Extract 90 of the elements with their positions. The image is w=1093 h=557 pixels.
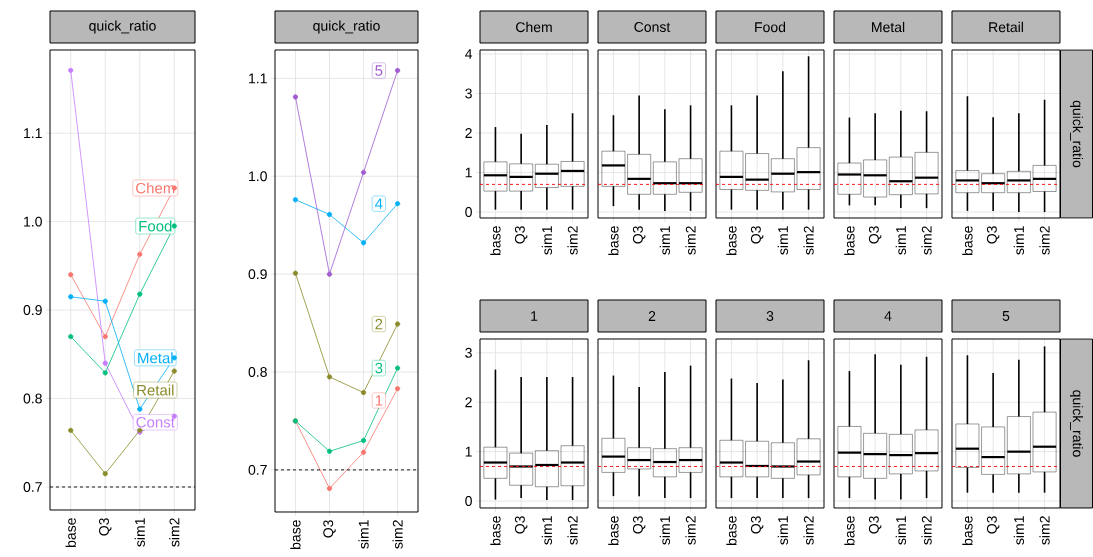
x-tick-label: base (65, 518, 76, 547)
x-tick-label: sim1 (777, 226, 788, 255)
x-tick-label: Q3 (868, 516, 882, 534)
x-tick-label: Q3 (323, 520, 336, 538)
x-tick-label: sim1 (541, 226, 553, 255)
x-tick-label: Q3 (632, 226, 646, 244)
y2-axis-title: quick_ratio (1069, 390, 1084, 457)
x-tick-label: sim1 (1013, 226, 1024, 255)
y-tick-label: 1.1 (24, 128, 42, 138)
y-tick-label: 0.9 (23, 305, 42, 316)
y-tick-label: 3 (465, 347, 472, 358)
x-tick-label: Q3 (514, 516, 528, 534)
y-tick-label: 2 (465, 128, 472, 138)
x-tick-label: sim2 (803, 516, 814, 545)
series-label: 5 (375, 65, 383, 76)
y-tick-label: 3 (465, 88, 472, 99)
x-tick-label: sim1 (134, 518, 145, 547)
x-tick-label: sim2 (567, 226, 578, 255)
chart-title: Metal (872, 21, 905, 33)
x-tick-label: sim2 (685, 226, 696, 255)
x-tick-label: sim1 (777, 516, 788, 545)
y-tick-label: 1 (465, 446, 472, 457)
x-tick-label: base (608, 226, 619, 255)
x-tick-label: Q3 (750, 226, 764, 244)
x-tick-label: sim2 (1039, 516, 1050, 545)
x-tick-label: sim1 (659, 226, 671, 255)
x-tick-label: base (844, 516, 855, 545)
x-tick-label: sim1 (895, 516, 906, 545)
chart-title: Chem (516, 21, 552, 33)
x-tick-label: Q3 (514, 226, 528, 244)
chart-title: 1 (531, 311, 538, 321)
x-tick-label: sim1 (541, 516, 553, 545)
series-label: 3 (375, 362, 383, 374)
legend-label: Metal (138, 352, 173, 364)
y-tick-label: 1.0 (24, 216, 42, 227)
chart-title: Food (755, 21, 786, 33)
y2-axis-title: quick_ratio (1069, 100, 1084, 168)
series-label: 2 (375, 318, 383, 330)
y-tick-label: 0.8 (23, 393, 42, 404)
y-tick-label: 1.1 (249, 73, 267, 84)
y-tick-label: 0 (465, 496, 472, 507)
legend-label: Food (139, 220, 172, 232)
x-tick-label: Q3 (632, 516, 646, 534)
x-tick-label: sim1 (358, 520, 369, 549)
chart-title: quick_ratio (313, 20, 380, 34)
x-tick-label: sim2 (1039, 226, 1050, 255)
x-tick-label: Q3 (986, 516, 1000, 534)
y-tick-label: 0 (465, 207, 472, 218)
series-label: 4 (375, 198, 383, 209)
y-tick-label: 0.8 (248, 367, 267, 377)
x-tick-label: Q3 (99, 518, 112, 536)
x-tick-label: base (490, 226, 501, 255)
x-tick-label: base (608, 516, 619, 545)
series-label: 1 (375, 395, 383, 406)
chart-title: quick_ratio (89, 20, 156, 34)
chart-title: 4 (884, 311, 892, 321)
y-tick-label: 0.7 (23, 482, 42, 492)
legend-label: Retail (137, 384, 174, 396)
y-tick-label: 1.0 (249, 171, 267, 182)
y-tick-label: 1 (465, 167, 472, 178)
x-tick-label: base (726, 516, 737, 545)
chart-title: Const (634, 22, 671, 32)
x-tick-label: sim1 (659, 516, 671, 545)
x-tick-label: base (844, 226, 855, 255)
y-tick-label: 0.9 (248, 269, 267, 280)
x-tick-label: sim2 (803, 226, 814, 255)
x-tick-label: base (962, 516, 973, 545)
y-tick-label: 4 (465, 49, 473, 59)
x-tick-label: base (290, 520, 301, 549)
x-tick-label: Q3 (986, 226, 1000, 244)
chart-title: 2 (648, 311, 656, 321)
x-tick-label: sim2 (169, 518, 180, 547)
x-tick-label: sim2 (921, 226, 932, 255)
x-tick-label: Q3 (750, 516, 764, 534)
x-tick-label: base (490, 516, 501, 545)
legend-label: Const (136, 416, 175, 428)
x-tick-label: sim1 (895, 226, 906, 255)
x-tick-label: sim2 (685, 516, 696, 545)
y-tick-label: 0.7 (248, 464, 267, 475)
x-tick-label: base (726, 226, 737, 255)
x-tick-label: sim2 (921, 516, 932, 545)
x-tick-label: sim2 (567, 516, 578, 545)
y-tick-label: 2 (465, 397, 472, 408)
chart-title: 5 (1002, 311, 1010, 321)
x-tick-label: sim1 (1013, 516, 1024, 545)
x-tick-label: Q3 (868, 226, 882, 244)
chart-title: Retail (989, 21, 1023, 33)
x-tick-label: sim2 (392, 520, 403, 549)
chart-title: 3 (766, 311, 774, 321)
x-tick-label: base (962, 226, 973, 255)
